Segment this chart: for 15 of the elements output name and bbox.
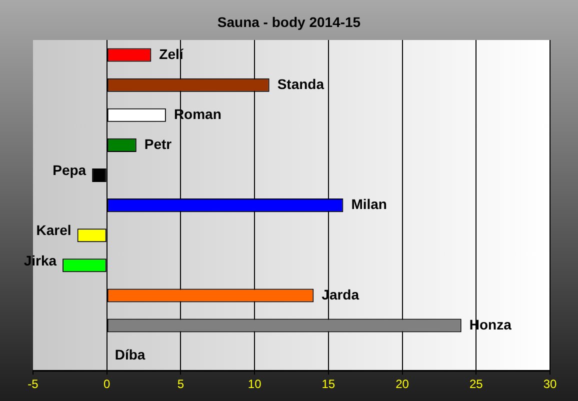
x-tick-label: 10 <box>248 377 262 392</box>
y-tick-label: Petr <box>144 136 172 152</box>
chart-title: Sauna - body 2014-15 <box>216 14 362 30</box>
x-tick-label: 0 <box>104 377 111 392</box>
y-tick-label: Pepa <box>52 162 86 178</box>
y-tick-label: Standa <box>277 76 324 92</box>
x-tick-label: -5 <box>28 377 39 392</box>
x-tick-label: 30 <box>543 377 557 392</box>
y-tick-label: Milan <box>351 196 387 212</box>
x-tick-label: 5 <box>177 377 184 392</box>
y-tick-label: Díba <box>114 346 146 362</box>
x-tick-label: 20 <box>396 377 410 392</box>
y-tick-label: Karel <box>36 222 72 238</box>
x-tick-label: 15 <box>322 377 336 392</box>
x-tick-label: 25 <box>469 377 484 392</box>
